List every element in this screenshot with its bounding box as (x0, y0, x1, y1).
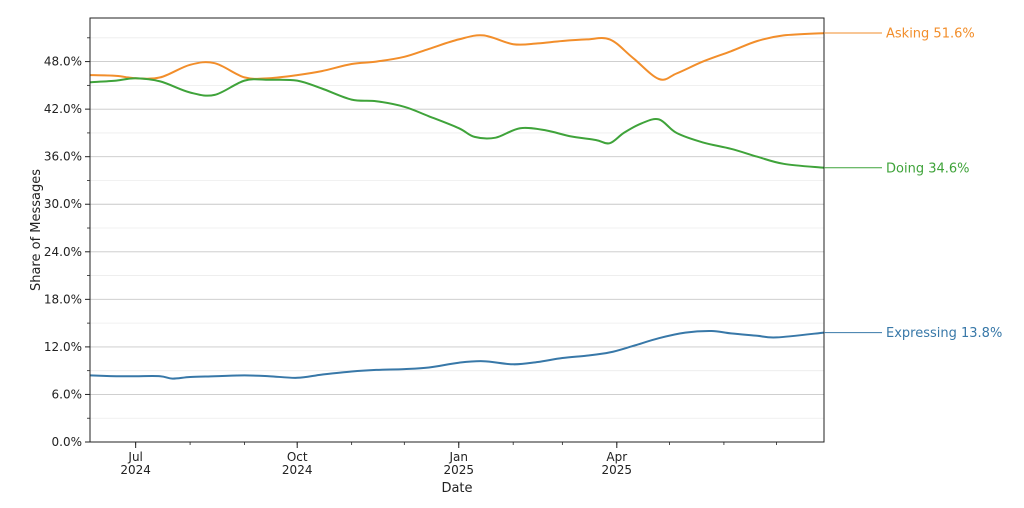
gridlines (90, 37, 824, 443)
series-line-expressing (89, 329, 825, 380)
x-tick-year: 2024 (282, 463, 313, 477)
plot-frame (89, 17, 825, 443)
y-axis-title: Share of Messages (29, 169, 44, 291)
y-tick-label: 0.0% (52, 435, 83, 449)
y-tick-label: 30.0% (44, 197, 82, 211)
x-tick-year: 2025 (443, 463, 474, 477)
y-tick-label: 48.0% (44, 55, 82, 69)
y-tick-label: 36.0% (44, 150, 82, 164)
y-tick-label: 6.0% (52, 387, 83, 401)
y-axis-ticks: 0.0% 6.0% 12.0% 18.0% 24.0% 30.0% 36.0% 42.0% 48… (44, 37, 90, 449)
y-tick-label: 12.0% (44, 340, 82, 354)
y-tick-label: 24.0% (44, 245, 82, 259)
x-tick-year: 2024 (120, 463, 151, 477)
series-line-asking (89, 32, 825, 81)
x-axis-title: Date (441, 481, 472, 496)
x-tick-month: Oct (287, 450, 308, 464)
end-labels: Asking 51.6% Doing 34.6% Expressing 13.8% (824, 27, 1002, 341)
y-tick-label: 42.0% (44, 102, 82, 116)
y-tick-label: 18.0% (44, 292, 82, 306)
end-label-expressing: Expressing 13.8% (886, 326, 1002, 341)
x-tick-month: Apr (606, 450, 627, 464)
x-tick-month: Jul (127, 450, 142, 464)
end-label-doing: Doing 34.6% (886, 161, 970, 176)
end-label-asking: Asking 51.6% (886, 27, 975, 42)
x-tick-year: 2025 (602, 463, 633, 477)
series-lines (89, 32, 825, 380)
series-line-doing (89, 77, 825, 169)
x-tick-month: Jan (449, 450, 469, 464)
